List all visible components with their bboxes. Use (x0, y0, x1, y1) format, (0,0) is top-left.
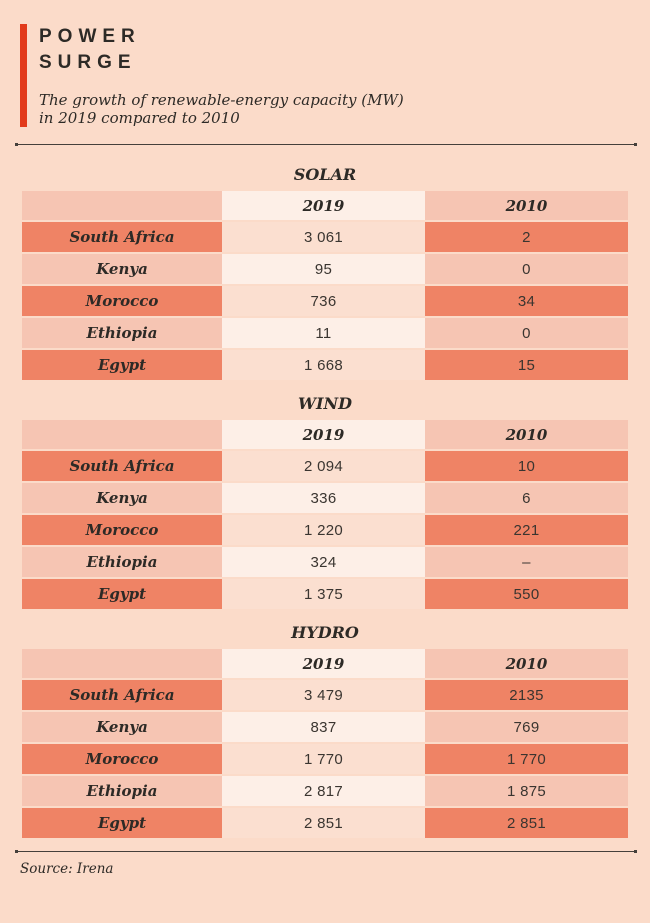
value-2019: 1 770 (222, 744, 425, 774)
value-2019: 736 (222, 286, 425, 316)
wind-table: 2019 2010 South Africa 2 094 10 Kenya 33… (22, 420, 628, 609)
column-header-2019: 2019 (222, 420, 425, 449)
table-row: Kenya 837 769 (22, 712, 628, 742)
value-2010: 15 (425, 350, 628, 380)
header-country-cell (22, 420, 222, 449)
country-label: Morocco (22, 515, 222, 545)
table-row: Morocco 1 770 1 770 (22, 744, 628, 774)
table-row: Egypt 2 851 2 851 (22, 808, 628, 838)
value-2019: 1 220 (222, 515, 425, 545)
table-row: Ethiopia 324 – (22, 547, 628, 577)
figure-subtitle: The growth of renewable-energy capacity … (39, 91, 404, 127)
value-2019: 2 817 (222, 776, 425, 806)
accent-bar (20, 24, 27, 127)
top-divider (15, 143, 637, 146)
country-label: South Africa (22, 222, 222, 252)
column-header-2010: 2010 (425, 191, 628, 220)
value-2010: 0 (425, 254, 628, 284)
figure-title-line2: SURGE (39, 52, 137, 73)
figure-subtitle-line1: The growth of renewable-energy capacity … (39, 91, 404, 109)
value-2019: 3 479 (222, 680, 425, 710)
table-row: Egypt 1 668 15 (22, 350, 628, 380)
country-label: Kenya (22, 712, 222, 742)
table-row: Ethiopia 2 817 1 875 (22, 776, 628, 806)
value-2019: 11 (222, 318, 425, 348)
value-2010: 221 (425, 515, 628, 545)
figure-header: POWER SURGE The growth of renewable-energ… (20, 24, 650, 127)
country-label: Ethiopia (22, 776, 222, 806)
section-wind: WIND 2019 2010 South Africa 2 094 10 Ken… (0, 395, 650, 609)
table-header-row: 2019 2010 (22, 420, 628, 449)
title-block: POWER SURGE The growth of renewable-energ… (39, 24, 404, 127)
value-2019: 2 094 (222, 451, 425, 481)
value-2019: 3 061 (222, 222, 425, 252)
table-header-row: 2019 2010 (22, 191, 628, 220)
value-2019: 336 (222, 483, 425, 513)
value-2010: 0 (425, 318, 628, 348)
country-label: Egypt (22, 579, 222, 609)
country-label: South Africa (22, 680, 222, 710)
value-2010: 2 851 (425, 808, 628, 838)
country-label: Egypt (22, 808, 222, 838)
infographic-page: POWER SURGE The growth of renewable-energ… (0, 24, 650, 923)
source-note: Source: Irena (20, 861, 114, 877)
figure-subtitle-line2: in 2019 compared to 2010 (39, 109, 240, 127)
column-header-2010: 2010 (425, 649, 628, 678)
table-row: Kenya 336 6 (22, 483, 628, 513)
table-row: Morocco 1 220 221 (22, 515, 628, 545)
table-row: Morocco 736 34 (22, 286, 628, 316)
column-header-2019: 2019 (222, 191, 425, 220)
value-2010: – (425, 547, 628, 577)
value-2010: 6 (425, 483, 628, 513)
section-title-wind: WIND (298, 394, 352, 413)
country-label: Ethiopia (22, 547, 222, 577)
value-2019: 95 (222, 254, 425, 284)
section-title-solar: SOLAR (293, 165, 357, 184)
solar-table: 2019 2010 South Africa 3 061 2 Kenya 95 … (22, 191, 628, 380)
header-country-cell (22, 649, 222, 678)
table-row: South Africa 3 479 2135 (22, 680, 628, 710)
table-row: South Africa 2 094 10 (22, 451, 628, 481)
value-2010: 550 (425, 579, 628, 609)
section-title-hydro: HYDRO (291, 623, 359, 642)
value-2010: 1 875 (425, 776, 628, 806)
value-2019: 2 851 (222, 808, 425, 838)
country-label: Kenya (22, 254, 222, 284)
value-2010: 10 (425, 451, 628, 481)
value-2010: 2135 (425, 680, 628, 710)
country-label: South Africa (22, 451, 222, 481)
table-row: Ethiopia 11 0 (22, 318, 628, 348)
column-header-2019: 2019 (222, 649, 425, 678)
value-2010: 769 (425, 712, 628, 742)
bottom-divider (15, 850, 637, 853)
value-2019: 837 (222, 712, 425, 742)
value-2019: 1 668 (222, 350, 425, 380)
header-country-cell (22, 191, 222, 220)
value-2019: 324 (222, 547, 425, 577)
value-2010: 1 770 (425, 744, 628, 774)
table-row: South Africa 3 061 2 (22, 222, 628, 252)
figure-title-line1: POWER (39, 26, 141, 47)
country-label: Morocco (22, 286, 222, 316)
column-header-2010: 2010 (425, 420, 628, 449)
value-2010: 34 (425, 286, 628, 316)
figure-title: POWER SURGE (39, 24, 404, 76)
table-header-row: 2019 2010 (22, 649, 628, 678)
hydro-table: 2019 2010 South Africa 3 479 2135 Kenya … (22, 649, 628, 838)
country-label: Ethiopia (22, 318, 222, 348)
country-label: Egypt (22, 350, 222, 380)
country-label: Kenya (22, 483, 222, 513)
section-hydro: HYDRO 2019 2010 South Africa 3 479 2135 … (0, 624, 650, 838)
country-label: Morocco (22, 744, 222, 774)
section-solar: SOLAR 2019 2010 South Africa 3 061 2 Ken… (0, 166, 650, 380)
table-row: Kenya 95 0 (22, 254, 628, 284)
value-2019: 1 375 (222, 579, 425, 609)
value-2010: 2 (425, 222, 628, 252)
table-row: Egypt 1 375 550 (22, 579, 628, 609)
